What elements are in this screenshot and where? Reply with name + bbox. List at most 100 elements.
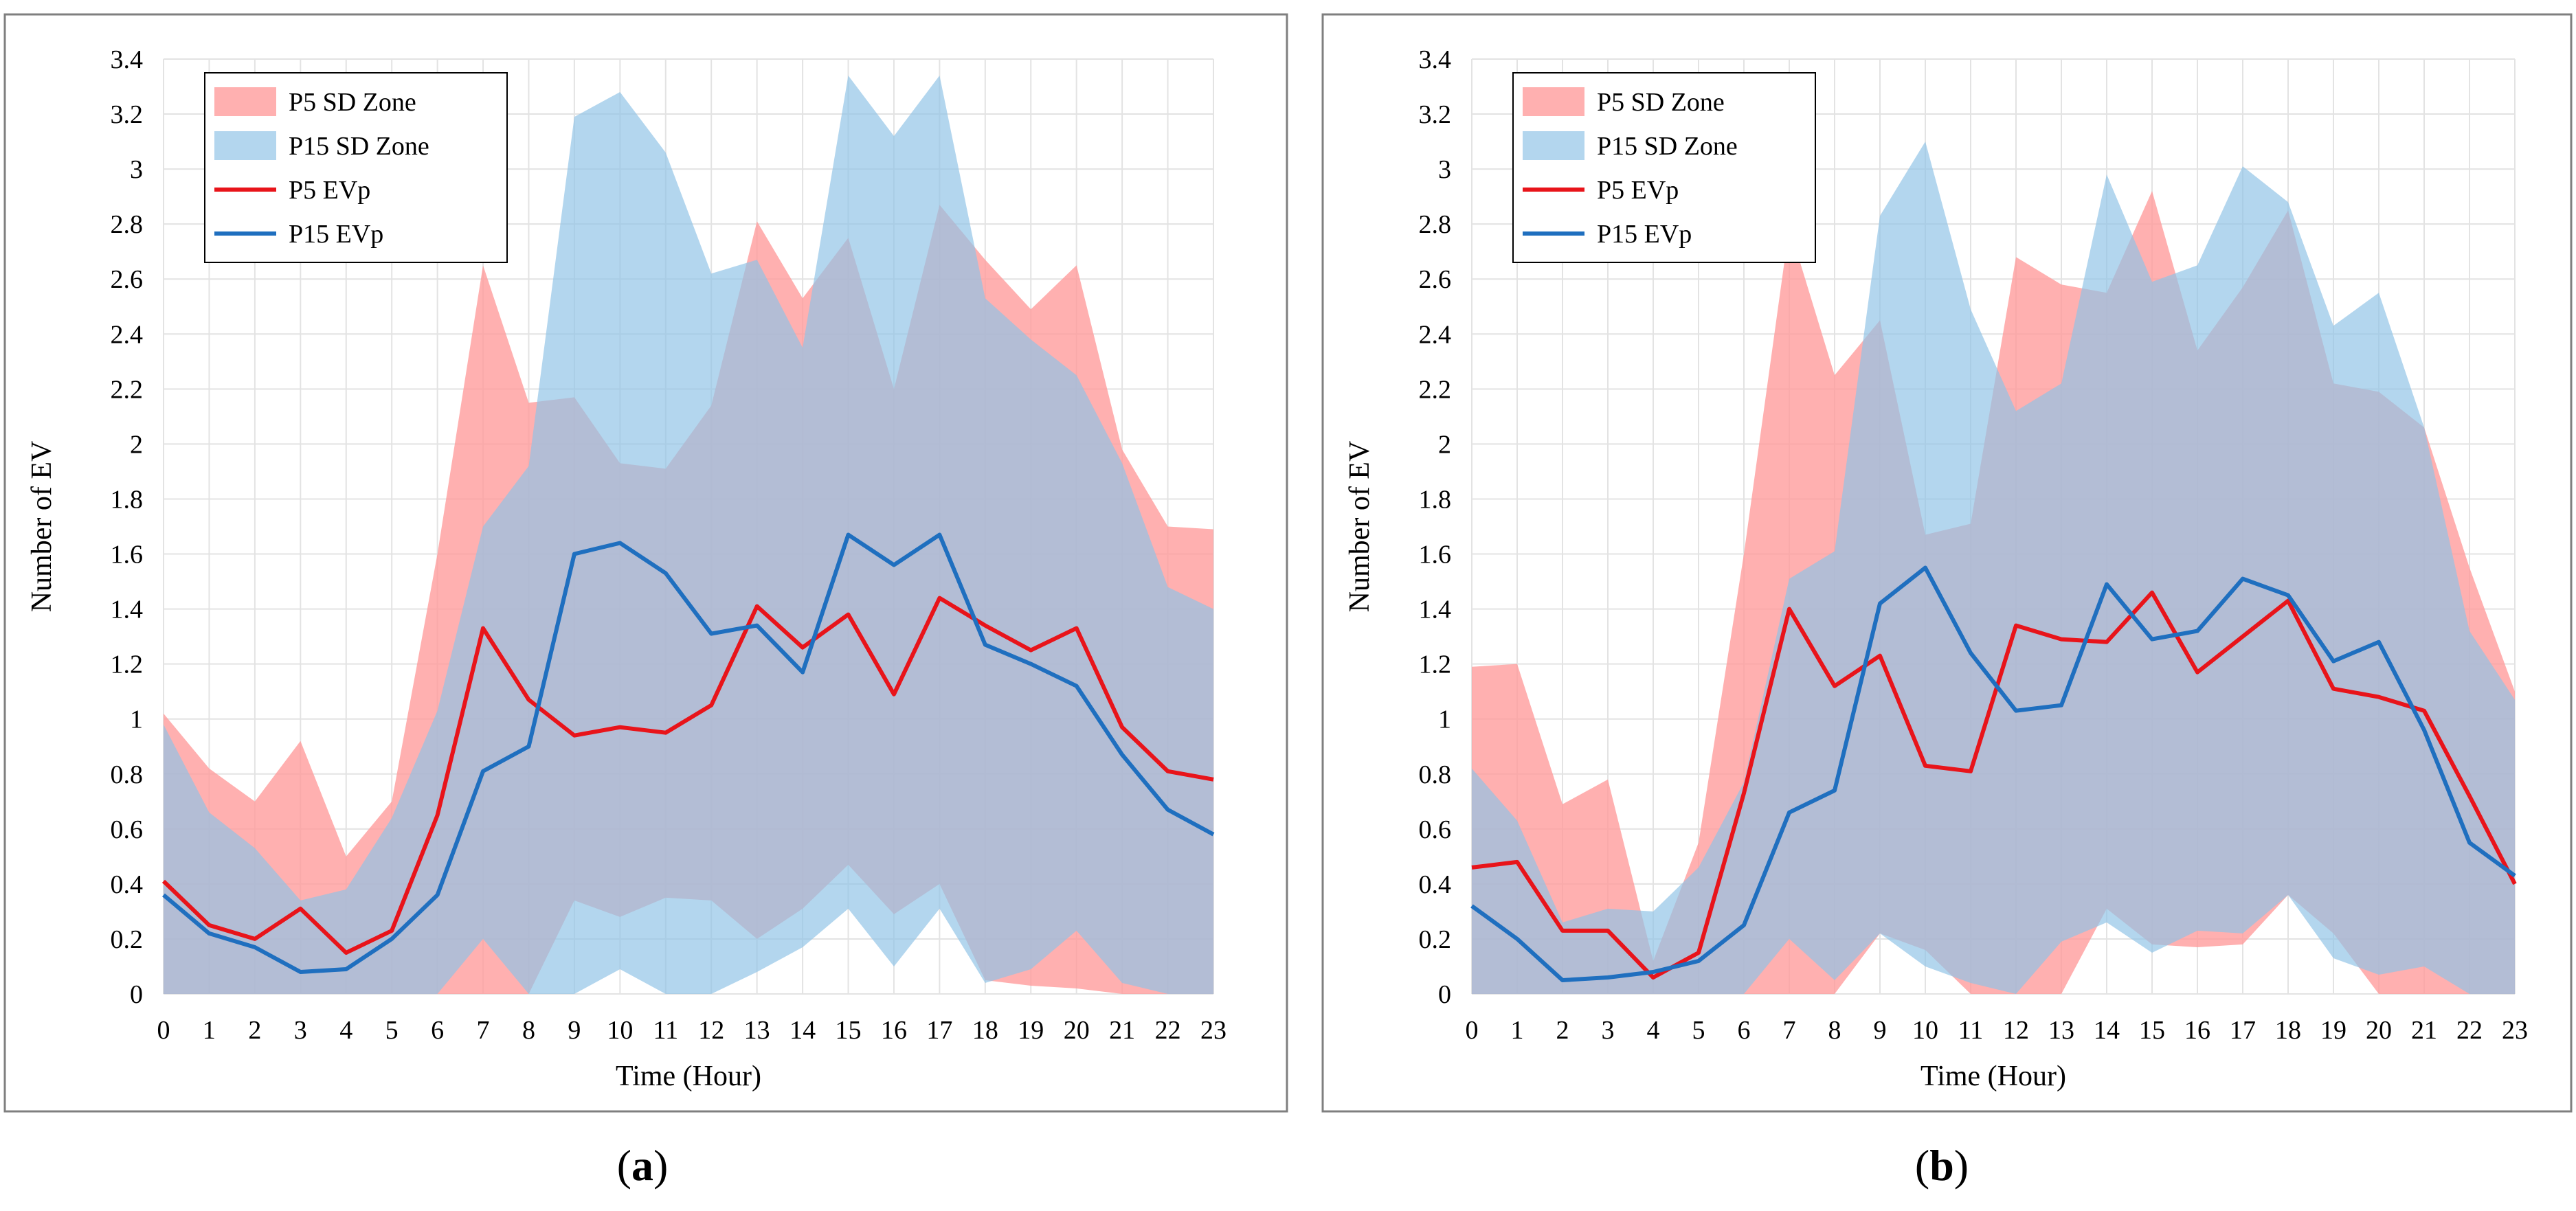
x-tick-label: 6 bbox=[1738, 1016, 1751, 1045]
x-tick-label: 14 bbox=[789, 1016, 816, 1045]
legend-label: P5 SD Zone bbox=[1597, 88, 1725, 117]
y-tick-label: 1.6 bbox=[1419, 541, 1452, 569]
y-tick-label: 3.2 bbox=[111, 100, 144, 129]
y-tick-label: 1.8 bbox=[111, 485, 144, 514]
x-tick-label: 21 bbox=[2411, 1016, 2437, 1045]
p15-evp-line bbox=[1470, 565, 2516, 982]
y-tick-label: 2.2 bbox=[111, 375, 144, 404]
y-tick-label: 1.8 bbox=[1419, 485, 1452, 514]
x-tick-label: 20 bbox=[2366, 1016, 2392, 1045]
x-tick-label: 22 bbox=[2456, 1016, 2483, 1045]
x-tick-label: 5 bbox=[385, 1016, 399, 1045]
x-axis-title: Time (Hour) bbox=[1920, 1061, 2066, 1092]
legend-swatch-p15-zone bbox=[214, 131, 276, 160]
x-tick-label: 1 bbox=[203, 1016, 216, 1045]
x-tick-label: 5 bbox=[1692, 1016, 1705, 1045]
x-tick-label: 21 bbox=[1109, 1016, 1135, 1045]
x-tick-label: 12 bbox=[698, 1016, 724, 1045]
y-tick-label: 3.4 bbox=[111, 45, 144, 74]
x-tick-label: 7 bbox=[477, 1016, 490, 1045]
y-tick-label: 2.2 bbox=[1419, 375, 1452, 404]
x-tick-label: 8 bbox=[1828, 1016, 1841, 1045]
legend-label: P15 SD Zone bbox=[1597, 132, 1738, 161]
y-tick-label: 2.8 bbox=[1419, 210, 1452, 239]
x-tick-label: 9 bbox=[1874, 1016, 1887, 1045]
x-tick-label: 7 bbox=[1783, 1016, 1796, 1045]
x-tick-label: 4 bbox=[339, 1016, 352, 1045]
x-tick-label: 10 bbox=[607, 1016, 633, 1045]
p15-evp-line bbox=[162, 532, 1215, 974]
chart-panel-a: 0 0.2 0.4 0.6 0.8 1 1.2 1.4 1.6 1.8 2 2.2 2.4 2.6 2.8 3… bbox=[3, 13, 1288, 1113]
p15-sd-zone-band bbox=[164, 76, 1213, 994]
x-tick-label: 23 bbox=[1200, 1016, 1227, 1045]
p5-evp-line bbox=[1471, 590, 2517, 980]
y-tick-label: 0.8 bbox=[111, 760, 144, 789]
y-tick-label: 1.4 bbox=[111, 596, 144, 624]
y-axis-title: Number of EV bbox=[26, 441, 58, 613]
x-tick-label: 14 bbox=[2094, 1016, 2120, 1045]
chart-panel-b: 0 0.2 0.4 0.6 0.8 1 1.2 1.4 1.6 1.8 2 2.2 2.4 2.6 2.8 3… bbox=[1321, 13, 2573, 1113]
y-tick-label: 3 bbox=[130, 155, 143, 184]
p5-evp-line bbox=[161, 596, 1214, 955]
legend-swatch-p15-zone bbox=[1523, 131, 1584, 160]
legend-label: P15 EVp bbox=[289, 220, 383, 249]
legend-label: P5 SD Zone bbox=[289, 88, 416, 117]
y-tick-label: 1.4 bbox=[1419, 596, 1452, 624]
y-tick-label: 0 bbox=[130, 980, 143, 1009]
x-tick-label: 11 bbox=[1958, 1016, 1984, 1045]
y-tick-label: 2.4 bbox=[1419, 320, 1452, 349]
x-tick-label: 23 bbox=[2502, 1016, 2528, 1045]
legend-swatch-p5-zone bbox=[1523, 87, 1584, 116]
y-tick-label: 0.6 bbox=[1419, 815, 1452, 844]
y-tick-label: 3 bbox=[1438, 155, 1451, 184]
x-tick-label: 16 bbox=[881, 1016, 907, 1045]
y-tick-label: 2.4 bbox=[111, 320, 144, 349]
x-tick-label: 2 bbox=[1556, 1016, 1569, 1045]
x-tick-label: 4 bbox=[1647, 1016, 1660, 1045]
panel-label-b: (b) bbox=[1915, 1141, 1969, 1190]
x-tick-label: 3 bbox=[1602, 1016, 1615, 1045]
x-tick-label: 0 bbox=[157, 1016, 170, 1045]
x-tick-label: 20 bbox=[1064, 1016, 1090, 1045]
x-tick-label: 17 bbox=[2230, 1016, 2256, 1045]
x-tick-label: 1 bbox=[1511, 1016, 1524, 1045]
x-tick-label: 13 bbox=[2048, 1016, 2074, 1045]
x-tick-label: 0 bbox=[1466, 1016, 1479, 1045]
p15-sd-zone-band bbox=[1472, 142, 2515, 995]
x-tick-label: 6 bbox=[431, 1016, 444, 1045]
legend-label: P15 SD Zone bbox=[289, 132, 429, 161]
x-tick-label: 13 bbox=[744, 1016, 770, 1045]
x-tick-label: 19 bbox=[1018, 1016, 1044, 1045]
y-axis-title: Number of EV bbox=[1344, 441, 1376, 613]
x-tick-label: 17 bbox=[926, 1016, 952, 1045]
y-tick-label: 2.6 bbox=[111, 265, 144, 294]
y-tick-label: 1 bbox=[130, 705, 143, 734]
x-tick-label: 2 bbox=[248, 1016, 261, 1045]
y-tick-label: 2.8 bbox=[111, 210, 144, 239]
y-tick-label: 3.4 bbox=[1419, 45, 1452, 74]
x-tick-label: 15 bbox=[2139, 1016, 2165, 1045]
legend-swatch-p5-zone bbox=[214, 87, 276, 116]
x-tick-label: 12 bbox=[2003, 1016, 2029, 1045]
x-tick-label: 22 bbox=[1155, 1016, 1181, 1045]
y-tick-label: 0.8 bbox=[1419, 760, 1452, 789]
legend-label: P5 EVp bbox=[1597, 176, 1679, 205]
x-tick-label: 11 bbox=[653, 1016, 678, 1045]
x-tick-label: 9 bbox=[568, 1016, 581, 1045]
y-tick-label: 2 bbox=[1438, 430, 1451, 459]
x-tick-label: 3 bbox=[294, 1016, 307, 1045]
legend-label: P5 EVp bbox=[289, 176, 370, 205]
y-tick-label: 1 bbox=[1438, 705, 1451, 734]
legend-label: P15 EVp bbox=[1597, 220, 1692, 249]
x-tick-label: 8 bbox=[522, 1016, 535, 1045]
x-tick-label: 18 bbox=[2275, 1016, 2301, 1045]
panel-label-a: (a) bbox=[617, 1141, 669, 1190]
x-tick-label: 16 bbox=[2184, 1016, 2210, 1045]
y-tick-label: 2.6 bbox=[1419, 265, 1452, 294]
x-axis-title: Time (Hour) bbox=[616, 1061, 761, 1092]
y-tick-label: 1.2 bbox=[1419, 650, 1452, 679]
y-tick-label: 0.2 bbox=[111, 925, 144, 954]
y-tick-label: 0.4 bbox=[1419, 870, 1452, 899]
x-tick-label: 19 bbox=[2320, 1016, 2347, 1045]
